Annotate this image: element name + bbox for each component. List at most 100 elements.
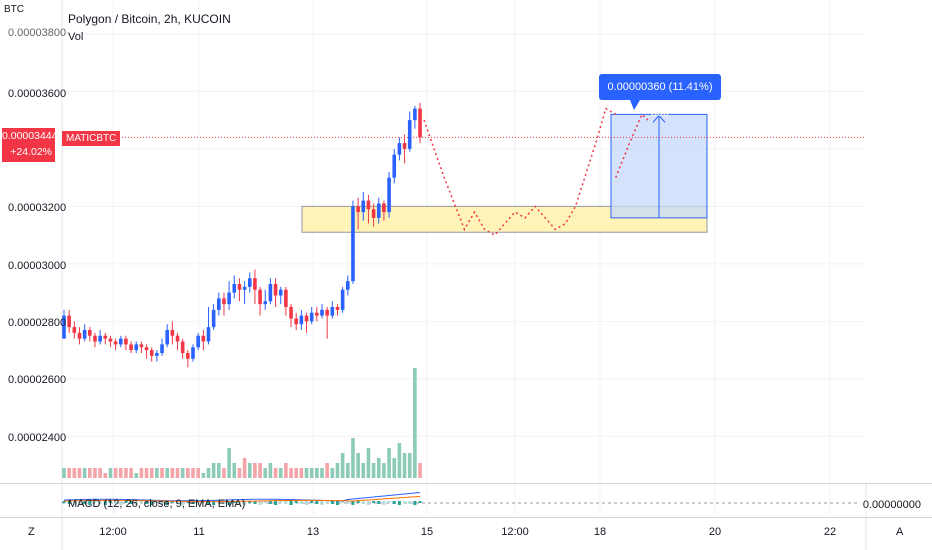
volume-bar <box>330 468 335 478</box>
macd-histogram-bar <box>129 501 133 504</box>
candle-body <box>88 330 92 336</box>
volume-bar <box>237 468 242 478</box>
macd-histogram-bar <box>387 501 391 503</box>
candle-body <box>258 289 262 305</box>
candle-body <box>186 353 190 359</box>
volume-bar <box>242 458 247 478</box>
auto-scale-button[interactable]: A <box>896 526 904 538</box>
candle-body <box>201 335 206 342</box>
volume-bar <box>149 468 154 478</box>
volume-bar <box>98 468 102 478</box>
macd-histogram-bar <box>351 501 355 505</box>
candle-body <box>108 338 113 342</box>
volume-bar <box>186 468 190 478</box>
macd-histogram-bar <box>382 501 386 505</box>
macd-histogram-bar <box>67 501 71 504</box>
candle-body <box>289 307 293 319</box>
macd-histogram-bar <box>305 501 309 505</box>
candle-body <box>366 200 371 210</box>
y-axis-label: 0.00003000 <box>8 260 67 272</box>
volume-bar <box>118 468 123 478</box>
candle-body <box>402 143 407 149</box>
macd-histogram-bar <box>88 501 92 505</box>
macd-histogram-bar <box>62 501 66 503</box>
candle-body <box>206 327 211 342</box>
volume-bar <box>278 468 283 478</box>
candle-body <box>330 307 335 316</box>
macd-histogram-bar <box>366 501 370 505</box>
volume-bar <box>335 463 340 478</box>
volume-bar <box>191 468 195 478</box>
volume-bar <box>366 448 371 478</box>
macd-value: 0.00000000 <box>859 498 924 512</box>
macd-histogram-bar <box>392 501 396 504</box>
volume-bar <box>392 458 397 478</box>
volume-bar <box>72 468 77 478</box>
candle-body <box>397 143 402 155</box>
macd-histogram-bar <box>83 501 87 504</box>
volume-bar <box>376 458 381 478</box>
macd-histogram-bar <box>284 501 288 504</box>
candle-body <box>335 307 340 310</box>
macd-histogram-bar <box>206 501 210 504</box>
macd-line <box>63 492 421 502</box>
candle-body <box>82 330 87 339</box>
volume-bar <box>361 463 366 478</box>
volume-bar <box>139 468 144 478</box>
volume-bar <box>382 463 386 478</box>
volume-bar <box>315 468 319 478</box>
zoom-toggle-button[interactable]: Z <box>28 526 35 538</box>
macd-histogram-bar <box>77 501 81 503</box>
volume-bar <box>325 463 329 478</box>
macd-histogram-bar <box>227 501 231 505</box>
projection-path <box>423 107 617 237</box>
macd-histogram-bar <box>248 501 252 503</box>
candle-body <box>418 108 422 138</box>
measure-callout[interactable]: 0.00000360 (11.41%) 360 <box>599 74 721 119</box>
measure-arrow-head <box>652 114 666 123</box>
x-axis-label: 11 <box>193 526 205 538</box>
candle-body <box>103 335 108 339</box>
volume-bar <box>413 368 417 478</box>
candle-body <box>222 298 226 305</box>
candle-body <box>413 108 417 121</box>
candle-body <box>351 206 355 282</box>
candle-body <box>325 309 329 316</box>
symbol-tag: MATICBTC <box>62 131 121 146</box>
macd-histogram-bar <box>289 501 293 505</box>
macd-histogram-bar <box>103 501 107 505</box>
volume-bar <box>206 468 211 478</box>
volume-bar <box>418 463 422 478</box>
macd-histogram-bar <box>139 501 143 503</box>
candle-body <box>180 341 185 353</box>
volume-bar <box>124 468 128 478</box>
candle-body <box>165 330 169 345</box>
macd-histogram-bar <box>93 501 97 503</box>
volume-bar <box>284 463 288 478</box>
candle-body <box>144 347 149 351</box>
candle-body <box>211 309 216 328</box>
macd-histogram-bar <box>325 501 329 503</box>
volume-bar <box>371 463 376 478</box>
y-axis-label-top: 0.00003800 <box>8 27 67 39</box>
chart-title: Polygon / Bitcoin, 2h, KUCOIN <box>68 12 231 26</box>
macd-histogram-bar <box>186 501 190 503</box>
volume-bar <box>222 468 226 478</box>
last-price-value: 0.00003444 <box>2 130 58 142</box>
x-axis-label: 13 <box>306 526 320 538</box>
macd-histogram-bar <box>232 501 236 503</box>
macd-histogram-bar <box>258 501 262 505</box>
x-axis-label: 12:00 <box>501 526 529 538</box>
volume-bar <box>294 468 298 478</box>
candle-body <box>346 281 350 290</box>
volume-indicator-label[interactable]: Vol <box>68 31 84 43</box>
macd-histogram-bar <box>361 501 365 504</box>
callout-pointer <box>630 100 640 110</box>
macd-histogram-bar <box>315 501 319 504</box>
volume-bar <box>196 468 200 478</box>
candle-body <box>149 350 154 356</box>
volume-bar <box>320 468 324 478</box>
x-axis-label: 18 <box>593 526 607 538</box>
macd-indicator-label[interactable]: MACD (12, 26, close, 9, EMA, EMA) <box>68 498 246 510</box>
